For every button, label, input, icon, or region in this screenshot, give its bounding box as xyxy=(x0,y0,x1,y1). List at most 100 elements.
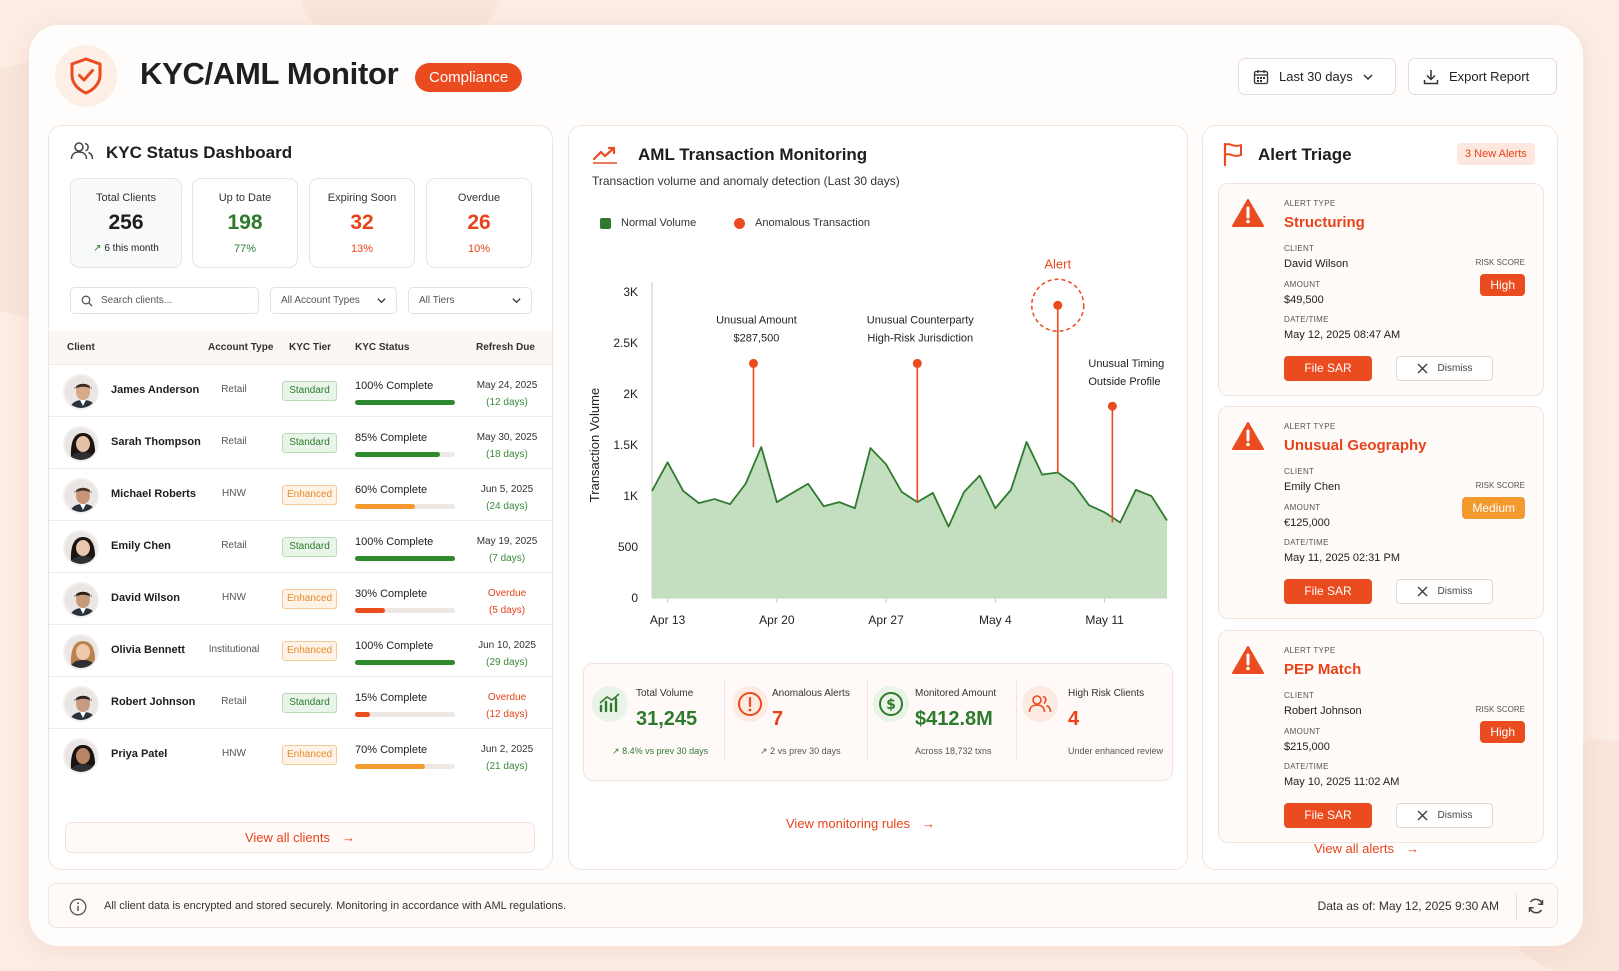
table-row[interactable]: Michael Roberts HNW Enhanced 60% Complet… xyxy=(49,468,552,520)
stat-value: 198 xyxy=(227,211,263,234)
y-tick-label: 2.5K xyxy=(613,336,638,350)
kyc-progress-bar xyxy=(355,556,455,561)
y-tick-label: 0 xyxy=(631,591,638,605)
refresh-due-date: Overdue xyxy=(487,588,527,599)
client-name[interactable]: Priya Patel xyxy=(111,748,168,760)
stat-sub: 10% xyxy=(467,243,491,255)
kyc-progress-fill xyxy=(355,504,415,509)
tier-filter[interactable]: All Tiers xyxy=(408,287,532,314)
close-icon xyxy=(1416,810,1428,821)
kyc-progress-bar xyxy=(355,452,455,457)
kyc-progress-bar xyxy=(355,608,455,613)
kyc-progress-bar xyxy=(355,712,455,717)
kyc-progress-fill xyxy=(355,660,455,665)
table-row[interactable]: Olivia Bennett Institutional Enhanced 10… xyxy=(49,624,552,676)
app-title: KYC/AML Monitor xyxy=(140,56,399,91)
stat-label: Expiring Soon xyxy=(327,192,397,204)
kpi-sub: ↗ 8.4% vs prev 30 days xyxy=(612,746,708,757)
view-all-clients-label: View all clients xyxy=(244,830,331,845)
file-sar-button[interactable]: File SAR xyxy=(1284,803,1372,828)
legend-anomaly-swatch xyxy=(734,217,745,229)
date-range-label: Last 30 days xyxy=(1279,69,1353,84)
search-input[interactable]: Search clients... xyxy=(70,287,259,314)
alert-datetime: May 12, 2025 08:47 AM xyxy=(1284,329,1401,341)
col-client: Client xyxy=(67,342,95,353)
client-name[interactable]: James Anderson xyxy=(111,384,200,396)
alert-type: Structuring xyxy=(1284,214,1365,231)
anomaly-point xyxy=(748,358,758,368)
alert-datetime: May 10, 2025 11:02 AM xyxy=(1284,776,1400,788)
risk-score-badge: High xyxy=(1480,721,1525,743)
alert-type-label: ALERT TYPE xyxy=(1284,422,1336,431)
search-placeholder: Search clients... xyxy=(101,295,173,306)
kyc-status-text: 100% Complete xyxy=(355,640,434,652)
alert-card[interactable]: ALERT TYPE Unusual Geography CLIENT Emil… xyxy=(1218,406,1544,619)
refresh-due: Jun 2, 2025 (21 days) xyxy=(467,741,547,775)
kpi-sub-text: 2 vs prev 30 days xyxy=(770,746,841,756)
avatar xyxy=(63,530,99,566)
trending-up-icon xyxy=(592,146,617,164)
table-row[interactable]: Priya Patel HNW Enhanced 70% Complete Ju… xyxy=(49,728,552,780)
chevron-down-icon xyxy=(1363,73,1373,80)
client-name[interactable]: David Wilson xyxy=(111,592,180,604)
table-row[interactable]: Sarah Thompson Retail Standard 85% Compl… xyxy=(49,416,552,468)
refresh-icon[interactable] xyxy=(1527,897,1545,915)
table-row[interactable]: David Wilson HNW Enhanced 30% Complete O… xyxy=(49,572,552,624)
client-name[interactable]: Michael Roberts xyxy=(111,488,196,500)
view-all-clients-link[interactable]: View all clients → xyxy=(65,822,535,853)
risk-score-badge: Medium xyxy=(1462,497,1525,519)
alert-circle-icon xyxy=(732,686,768,722)
kyc-tier-badge: Enhanced xyxy=(282,485,337,505)
warning-icon xyxy=(1232,646,1264,674)
alert-card[interactable]: ALERT TYPE Structuring CLIENT David Wils… xyxy=(1218,183,1544,396)
anomaly-sublabel: High-Risk Jurisdiction xyxy=(867,332,973,344)
calendar-icon xyxy=(1253,69,1269,84)
table-row[interactable]: Emily Chen Retail Standard 100% Complete… xyxy=(49,520,552,572)
amount-label: AMOUNT xyxy=(1284,503,1321,512)
kyc-tier-badge: Standard xyxy=(282,693,337,713)
dismiss-button[interactable]: Dismiss xyxy=(1396,579,1493,604)
avatar xyxy=(63,426,99,462)
export-report-button[interactable]: Export Report xyxy=(1408,58,1557,95)
arrow-right-icon: → xyxy=(342,830,356,845)
account-type-filter[interactable]: All Account Types xyxy=(270,287,397,314)
client-name[interactable]: Robert Johnson xyxy=(111,696,196,708)
account-type: Retail xyxy=(221,384,247,395)
view-all-alerts-link[interactable]: View all alerts → xyxy=(1314,841,1419,856)
date-range-select[interactable]: Last 30 days xyxy=(1238,58,1396,95)
y-axis-label: Transaction Volume xyxy=(587,388,602,502)
x-tick-label: Apr 13 xyxy=(650,613,686,627)
warning-icon xyxy=(1232,422,1264,450)
refresh-due-days: (29 days) xyxy=(486,657,528,668)
dismiss-button[interactable]: Dismiss xyxy=(1396,356,1493,381)
anomaly-point xyxy=(1053,300,1063,310)
table-row[interactable]: James Anderson Retail Standard 100% Comp… xyxy=(49,364,552,416)
refresh-due: Overdue (12 days) xyxy=(467,689,547,723)
bar-chart-icon xyxy=(592,686,628,722)
client-name[interactable]: Olivia Bennett xyxy=(111,644,185,656)
transaction-volume-chart: 0 500 1K 1.5K 2K 2.5K 3K Transaction Volume Apr … xyxy=(587,256,1168,627)
dismiss-button[interactable]: Dismiss xyxy=(1396,803,1493,828)
footer-note: All client data is encrypted and stored … xyxy=(104,900,567,912)
file-sar-button[interactable]: File SAR xyxy=(1284,356,1372,381)
account-type: HNW xyxy=(222,592,246,603)
alert-card[interactable]: ALERT TYPE PEP Match CLIENT Robert Johns… xyxy=(1218,630,1544,843)
stat-sub-text: 6 this month xyxy=(104,243,159,254)
y-tick-label: 1K xyxy=(623,489,638,503)
table-row[interactable]: Robert Johnson Retail Standard 15% Compl… xyxy=(49,676,552,728)
client-name[interactable]: Sarah Thompson xyxy=(111,436,201,448)
alert-datetime: May 11, 2025 02:31 PM xyxy=(1284,552,1400,564)
alert-type-label: ALERT TYPE xyxy=(1284,646,1336,655)
legend-normal-label: Normal Volume xyxy=(621,217,697,229)
view-monitoring-rules-link[interactable]: View monitoring rules → xyxy=(786,816,935,831)
file-sar-button[interactable]: File SAR xyxy=(1284,579,1372,604)
client-name[interactable]: Emily Chen xyxy=(111,540,171,552)
col-kyc-tier: KYC Tier xyxy=(289,342,332,353)
kpi-sub: Across 18,732 txns xyxy=(915,746,992,756)
risk-score-badge: High xyxy=(1480,274,1525,296)
avatar xyxy=(63,374,99,410)
compliance-badge: Compliance xyxy=(415,63,523,92)
footer-bar: All client data is encrypted and stored … xyxy=(48,883,1558,928)
refresh-due-days: (24 days) xyxy=(486,501,528,512)
alert-type: PEP Match xyxy=(1284,661,1362,678)
